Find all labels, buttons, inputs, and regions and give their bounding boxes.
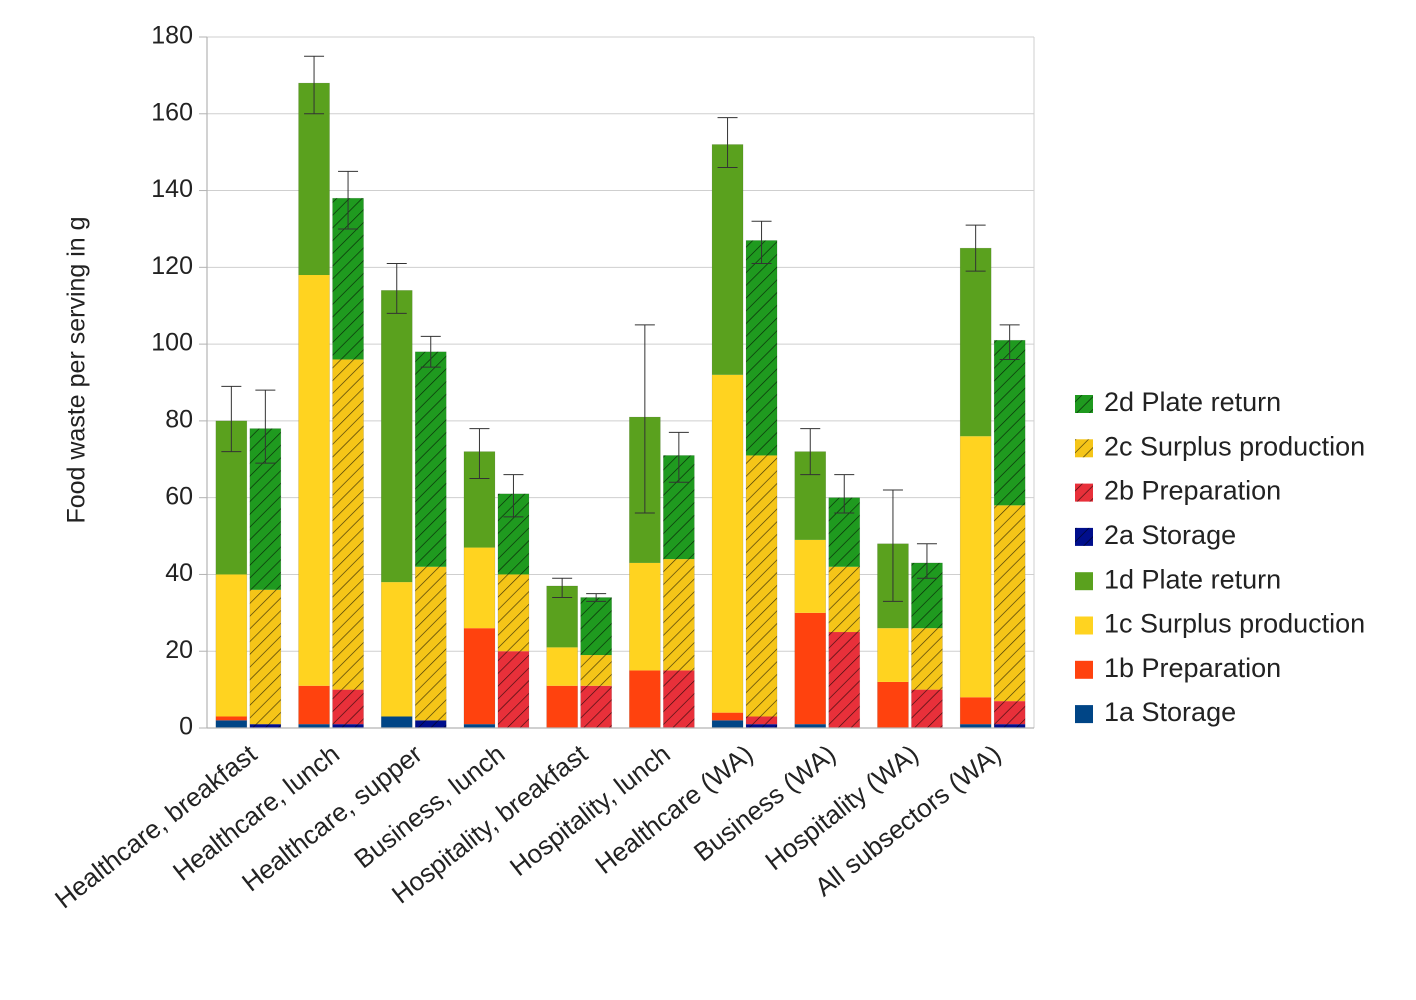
bar-segment-preparation [629, 670, 661, 728]
bar-segment-plate-return-hatch [415, 351, 447, 567]
bar-segment-surplus-production [877, 628, 909, 682]
error-bars [221, 55, 1020, 602]
y-tick-label: 160 [151, 98, 193, 126]
bar-segment-surplus-production [463, 547, 495, 629]
bar-segment-preparation [463, 628, 495, 725]
bar-segment-plate-return-hatch [580, 597, 612, 656]
bar-segment-plate-return [712, 144, 744, 375]
bar-segment-surplus-production-hatch [497, 574, 529, 652]
bar-segment-preparation [794, 612, 826, 725]
y-tick-label: 140 [151, 175, 193, 203]
y-tick-label: 180 [151, 22, 193, 50]
legend-swatch-hatch-2a [1075, 527, 1093, 546]
bar-segment-surplus-production [629, 562, 661, 671]
bar-segment-preparation-hatch [828, 632, 860, 728]
axes [206, 37, 1035, 729]
legend-swatch-1d [1075, 572, 1093, 591]
legend-label-1a: 1a Storage [1104, 697, 1236, 727]
bar-segment-preparation [215, 716, 247, 721]
bar-segment-surplus-production-hatch [332, 359, 364, 690]
legend-label-2c: 2c Surplus production [1104, 431, 1365, 461]
bar-segment-storage [381, 716, 413, 728]
bar-segment-surplus-production-hatch [663, 559, 695, 671]
bar-segment-preparation-hatch [332, 689, 364, 725]
bar-segment-storage [712, 720, 744, 728]
bar-segment-storage-hatch [994, 724, 1026, 728]
bar-segment-preparation [960, 697, 992, 725]
bar-segment-surplus-production [215, 574, 247, 717]
y-tick-label: 0 [179, 713, 193, 741]
bar-segment-surplus-production-hatch [580, 655, 612, 686]
bar-segment-storage [794, 724, 826, 728]
y-tick-label: 120 [151, 252, 193, 280]
legend-label-1b: 1b Preparation [1104, 653, 1281, 683]
bar-segment-storage [298, 724, 330, 728]
y-tick-label: 80 [165, 405, 193, 433]
bar-segment-surplus-production-hatch [746, 455, 778, 717]
bar-segment-preparation-hatch [911, 689, 943, 728]
bar-segment-storage [960, 724, 992, 728]
bar-segment-preparation-hatch [746, 716, 778, 725]
legend-swatch-1b [1075, 660, 1093, 679]
bar-segment-plate-return-hatch [994, 340, 1026, 506]
bar-segment-storage-hatch [332, 724, 364, 728]
y-tick-label: 20 [165, 636, 193, 664]
y-axis-label: Food waste per serving in g [63, 216, 91, 523]
bar-segment-preparation [877, 681, 909, 728]
bar-segment-surplus-production [298, 275, 330, 686]
bar-segment-preparation-hatch [497, 651, 529, 728]
legend-label-2d: 2d Plate return [1104, 387, 1281, 417]
bar-segment-preparation [298, 685, 330, 725]
bar-segment-surplus-production-hatch [911, 628, 943, 690]
bar-segment-storage-hatch [746, 724, 778, 728]
legend-swatch-hatch-2d [1075, 395, 1093, 413]
y-tick-label: 40 [165, 559, 193, 587]
bar-segment-surplus-production [712, 374, 744, 713]
bar-segment-storage-hatch [249, 724, 281, 728]
bars [215, 82, 1026, 729]
bar-segment-preparation-hatch [663, 670, 695, 728]
bar-segment-storage [463, 724, 495, 728]
bar-segment-surplus-production [794, 539, 826, 613]
legend-swatch-1a [1075, 705, 1093, 724]
y-tick-label: 60 [165, 482, 193, 510]
legend: 2d Plate return 2c Surplus production 2b P… [1075, 387, 1365, 727]
bar-segment-plate-return [381, 290, 413, 583]
legend-label-2b: 2b Preparation [1104, 476, 1281, 506]
bar-segment-plate-return [960, 248, 992, 437]
y-tick-labels: 0 20 40 60 80 100 120 140 160 180 [151, 22, 193, 741]
bar-segment-surplus-production-hatch [249, 589, 281, 725]
bar-segment-plate-return-hatch [746, 240, 778, 456]
bar-segment-plate-return [298, 83, 330, 276]
legend-swatch-hatch-2c [1075, 439, 1093, 458]
legend-swatch-1c [1075, 616, 1093, 635]
bar-segment-surplus-production [381, 582, 413, 717]
bar-segment-preparation-hatch [994, 701, 1026, 725]
legend-swatch-hatch-2b [1075, 483, 1093, 502]
bar-segment-surplus-production [960, 436, 992, 698]
bar-segment-surplus-production-hatch [828, 566, 860, 633]
bar-segment-surplus-production [546, 647, 578, 686]
bar-segment-surplus-production-hatch [994, 505, 1026, 702]
bar-segment-storage [215, 720, 247, 728]
bar-segment-preparation [546, 685, 578, 728]
legend-label-1d: 1d Plate return [1104, 564, 1281, 594]
legend-label-1c: 1c Surplus production [1104, 609, 1365, 639]
bar-segment-preparation [712, 712, 744, 721]
bar-segment-storage-hatch [415, 720, 447, 728]
legend-label-2a: 2a Storage [1104, 520, 1236, 550]
y-tick-label: 100 [151, 329, 193, 357]
bar-segment-preparation-hatch [580, 685, 612, 728]
bar-segment-surplus-production-hatch [415, 566, 447, 721]
